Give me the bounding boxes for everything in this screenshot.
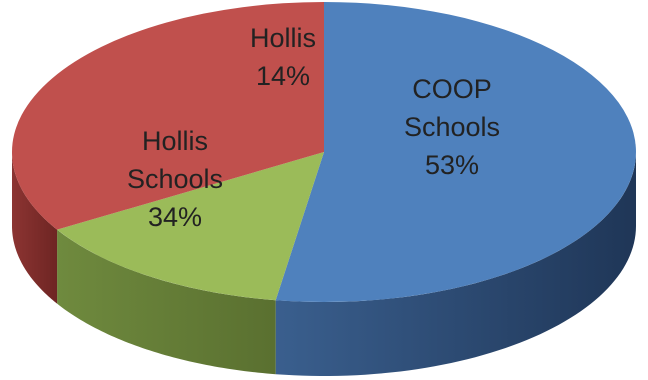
slice-label-0-line-0: COOP bbox=[412, 74, 492, 104]
pie-sides bbox=[12, 152, 636, 376]
slice-pct-label-0: 53% bbox=[425, 150, 479, 180]
pie-labels: COOP Schools 53% Hollis 14% Hollis Schools 34% bbox=[127, 23, 500, 232]
pie-tops bbox=[11, 1, 636, 302]
pie-side-0 bbox=[275, 152, 636, 376]
pie-slice-0 bbox=[275, 2, 636, 302]
pie-side-2 bbox=[12, 152, 58, 304]
slice-label-0-line-1: Schools bbox=[404, 112, 500, 142]
slice-pct-label-1: 14% bbox=[256, 61, 310, 91]
slice-label-1-line-0: Hollis bbox=[250, 23, 316, 53]
pie-slice-1 bbox=[57, 152, 325, 301]
slice-pct-label-2: 34% bbox=[148, 202, 202, 232]
slice-label-2-line-1: Schools bbox=[127, 164, 223, 194]
pie-slice-2 bbox=[11, 1, 324, 230]
pie-side-1 bbox=[57, 229, 276, 375]
slice-label-2-line-0: Hollis bbox=[142, 126, 208, 156]
